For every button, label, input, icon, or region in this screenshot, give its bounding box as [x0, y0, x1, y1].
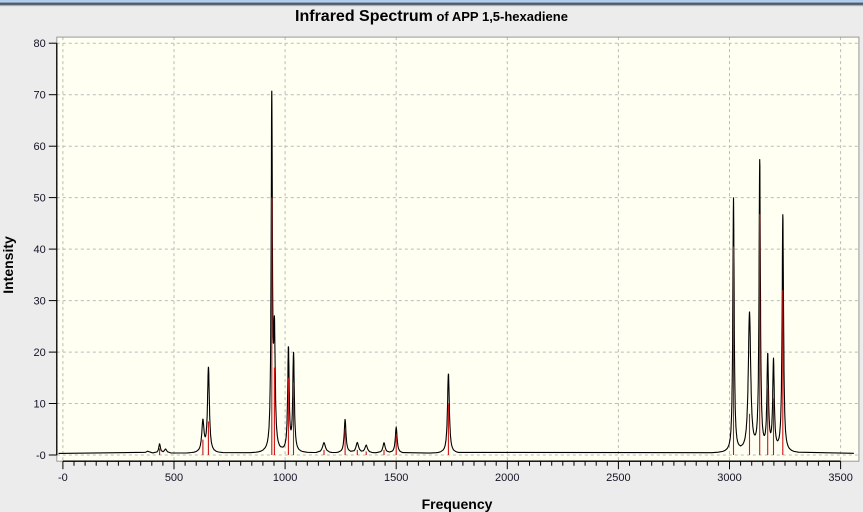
svg-text:1500: 1500: [384, 472, 408, 484]
svg-text:3500: 3500: [828, 472, 852, 484]
svg-text:80: 80: [34, 38, 46, 50]
svg-text:70: 70: [34, 90, 46, 102]
svg-text:500: 500: [165, 472, 183, 484]
svg-text:30: 30: [34, 296, 46, 308]
svg-text:-0: -0: [58, 472, 68, 484]
svg-text:40: 40: [34, 244, 46, 256]
svg-text:3000: 3000: [717, 472, 741, 484]
svg-text:1000: 1000: [273, 472, 297, 484]
svg-text:50: 50: [34, 193, 46, 205]
svg-text:10: 10: [34, 399, 46, 411]
svg-text:2500: 2500: [606, 472, 630, 484]
svg-text:Intensity: Intensity: [0, 236, 16, 294]
svg-text:2000: 2000: [495, 472, 519, 484]
svg-text:60: 60: [34, 141, 46, 153]
svg-text:20: 20: [34, 347, 46, 359]
svg-text:Frequency: Frequency: [422, 496, 493, 512]
svg-text:-0: -0: [36, 450, 46, 462]
